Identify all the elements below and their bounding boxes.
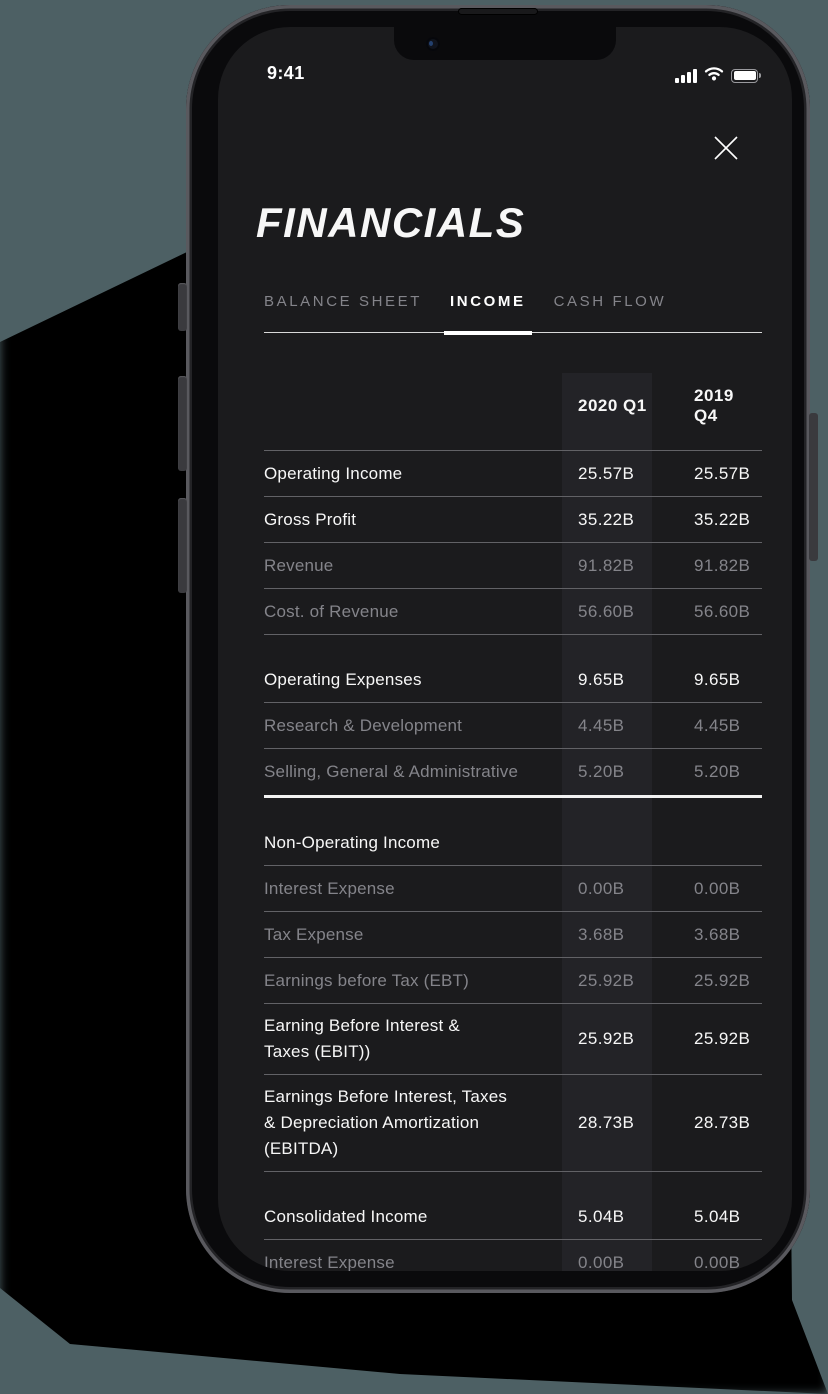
close-icon	[714, 136, 738, 160]
value-2020-q1: 9.65B	[578, 669, 625, 689]
row-label: Selling, General & Administrative	[264, 762, 519, 781]
value-2019-q4: 0.00B	[694, 878, 741, 898]
value-2019-q4: 91.82B	[694, 555, 751, 575]
table-group: Operating Expenses 9.65B 9.65B Research & D…	[264, 657, 762, 798]
row-label: Operating Income	[264, 463, 403, 483]
value-2019-q4: 25.92B	[694, 970, 751, 990]
value-2020-q1: 25.57B	[578, 463, 635, 483]
table-header-row: 2020 Q1 2019 Q4	[264, 373, 762, 450]
value-2019-q4: 5.04B	[694, 1206, 741, 1226]
tab-cash-flow[interactable]: CASH FLOW	[553, 293, 667, 310]
value-2019-q4: 5.20B	[694, 762, 741, 781]
tabs: BALANCE SHEET INCOME CASH FLOW	[264, 293, 762, 335]
page-title: FINANCIALS	[256, 199, 526, 246]
table-row: Consolidated Income 5.04B 5.04B	[264, 1194, 762, 1240]
battery-icon	[731, 68, 761, 83]
value-2020-q1: 4.45B	[578, 715, 625, 735]
phone-screen: 9:41 FINANCIALS BALANCE SHEET INCOME CASH …	[218, 27, 792, 1271]
status-bar-time: 9:41	[267, 63, 305, 83]
value-2019-q4: 0.00B	[694, 1252, 741, 1272]
table-group: Non-Operating Income Interest Expense 0.00…	[264, 820, 762, 1172]
value-2019-q4: 4.45B	[694, 715, 741, 735]
value-2019-q4: 28.73B	[694, 1113, 751, 1132]
tab-income[interactable]: INCOME	[444, 293, 532, 335]
row-label: Earnings before Tax (EBT)	[264, 970, 469, 990]
row-label: Tax Expense	[264, 924, 364, 944]
value-2020-q1: 91.82B	[578, 555, 635, 575]
table-row: Earnings before Tax (EBT) 25.92B 25.92B	[264, 958, 762, 1004]
mute-switch[interactable]	[178, 283, 187, 331]
power-button[interactable]	[809, 413, 818, 561]
table-row: Earning Before Interest & Taxes (EBIT)) 2…	[264, 1004, 762, 1075]
value-2020-q1: 28.73B	[578, 1113, 635, 1132]
value-2020-q1: 35.22B	[578, 509, 635, 529]
highlighted-column-band	[562, 373, 652, 1271]
value-2020-q1: 25.92B	[578, 970, 635, 990]
value-2020-q1: 3.68B	[578, 924, 625, 944]
value-2019-q4: 35.22B	[694, 509, 751, 529]
notch	[394, 27, 616, 60]
status-bar-icons	[675, 65, 761, 86]
table-row: Interest Expense 0.00B 0.00B	[264, 1240, 762, 1272]
volume-down-button[interactable]	[178, 498, 187, 593]
front-camera	[426, 37, 440, 51]
speaker-grille	[458, 8, 538, 15]
value-2020-q1: 5.04B	[578, 1206, 625, 1226]
financials-table: 2020 Q1 2019 Q4 Operating Income 25.57B 25…	[264, 373, 762, 1271]
table-row: Selling, General & Administrative 5.20B 5.…	[264, 749, 762, 795]
row-label: Cost. of Revenue	[264, 601, 399, 621]
value-2019-q4: 9.65B	[694, 669, 741, 689]
row-label: Non-Operating Income	[264, 832, 440, 852]
value-2020-q1: 56.60B	[578, 601, 635, 621]
table-row: Operating Income 25.57B 25.57B	[264, 451, 762, 497]
value-2019-q4: 56.60B	[694, 601, 751, 621]
value-2020-q1: 0.00B	[578, 878, 625, 898]
table-row: Cost. of Revenue 56.60B 56.60B	[264, 589, 762, 635]
table-row: Earnings Before Interest, Taxes & Deprec…	[264, 1075, 762, 1172]
row-label: Research & Development	[264, 715, 463, 735]
wifi-icon	[703, 65, 725, 86]
table-row: Non-Operating Income	[264, 820, 762, 866]
cellular-signal-icon	[675, 68, 697, 83]
value-2019-q4: 3.68B	[694, 924, 741, 944]
tab-balance-sheet[interactable]: BALANCE SHEET	[264, 293, 423, 310]
column-header-2020-q1: 2020 Q1	[578, 395, 647, 415]
value-2020-q1: 5.20B	[578, 762, 625, 781]
row-label: Earnings Before Interest, Taxes & Deprec…	[264, 1087, 508, 1158]
row-label: Earning Before Interest & Taxes (EBIT))	[264, 1016, 460, 1061]
column-header-2019-q4: 2019 Q4	[694, 385, 734, 425]
row-label: Operating Expenses	[264, 669, 422, 689]
close-button[interactable]	[712, 134, 740, 162]
table-group: Operating Income 25.57B 25.57B Gross Profit…	[264, 450, 762, 635]
table-row: Operating Expenses 9.65B 9.65B	[264, 657, 762, 703]
table-row: Interest Expense 0.00B 0.00B	[264, 866, 762, 912]
value-2019-q4: 25.57B	[694, 463, 751, 483]
row-label: Interest Expense	[264, 1252, 395, 1272]
row-label: Revenue	[264, 555, 334, 575]
row-label: Gross Profit	[264, 509, 357, 529]
table-group: Consolidated Income 5.04B 5.04B Interest Ex…	[264, 1194, 762, 1271]
table-row: Gross Profit 35.22B 35.22B	[264, 497, 762, 543]
volume-up-button[interactable]	[178, 376, 187, 471]
table-row: Research & Development 4.45B 4.45B	[264, 703, 762, 749]
row-label: Consolidated Income	[264, 1206, 428, 1226]
value-2020-q1: 0.00B	[578, 1252, 625, 1272]
row-label: Interest Expense	[264, 878, 395, 898]
table-row: Revenue 91.82B 91.82B	[264, 543, 762, 589]
table-row: Tax Expense 3.68B 3.68B	[264, 912, 762, 958]
phone-frame: 9:41 FINANCIALS BALANCE SHEET INCOME CASH …	[178, 5, 818, 1293]
value-2020-q1: 25.92B	[578, 1029, 635, 1048]
value-2019-q4: 25.92B	[694, 1029, 751, 1048]
